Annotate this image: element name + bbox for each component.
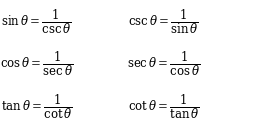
Text: $\mathrm{csc}\,\theta = \dfrac{1}{\mathrm{sin}\,\theta}$: $\mathrm{csc}\,\theta = \dfrac{1}{\mathr…	[129, 8, 199, 36]
Text: $\mathrm{tan}\,\theta = \dfrac{1}{\mathrm{cot}\,\theta}$: $\mathrm{tan}\,\theta = \dfrac{1}{\mathr…	[1, 93, 73, 121]
Text: $\mathrm{sec}\,\theta = \dfrac{1}{\mathrm{cos}\,\theta}$: $\mathrm{sec}\,\theta = \dfrac{1}{\mathr…	[127, 51, 201, 78]
Text: $\mathrm{cos}\,\theta = \dfrac{1}{\mathrm{sec}\,\theta}$: $\mathrm{cos}\,\theta = \dfrac{1}{\mathr…	[0, 51, 74, 78]
Text: $\mathrm{cot}\,\theta = \dfrac{1}{\mathrm{tan}\,\theta}$: $\mathrm{cot}\,\theta = \dfrac{1}{\mathr…	[128, 93, 200, 121]
Text: $\mathrm{sin}\,\theta = \dfrac{1}{\mathrm{csc}\,\theta}$: $\mathrm{sin}\,\theta = \dfrac{1}{\mathr…	[2, 8, 72, 36]
